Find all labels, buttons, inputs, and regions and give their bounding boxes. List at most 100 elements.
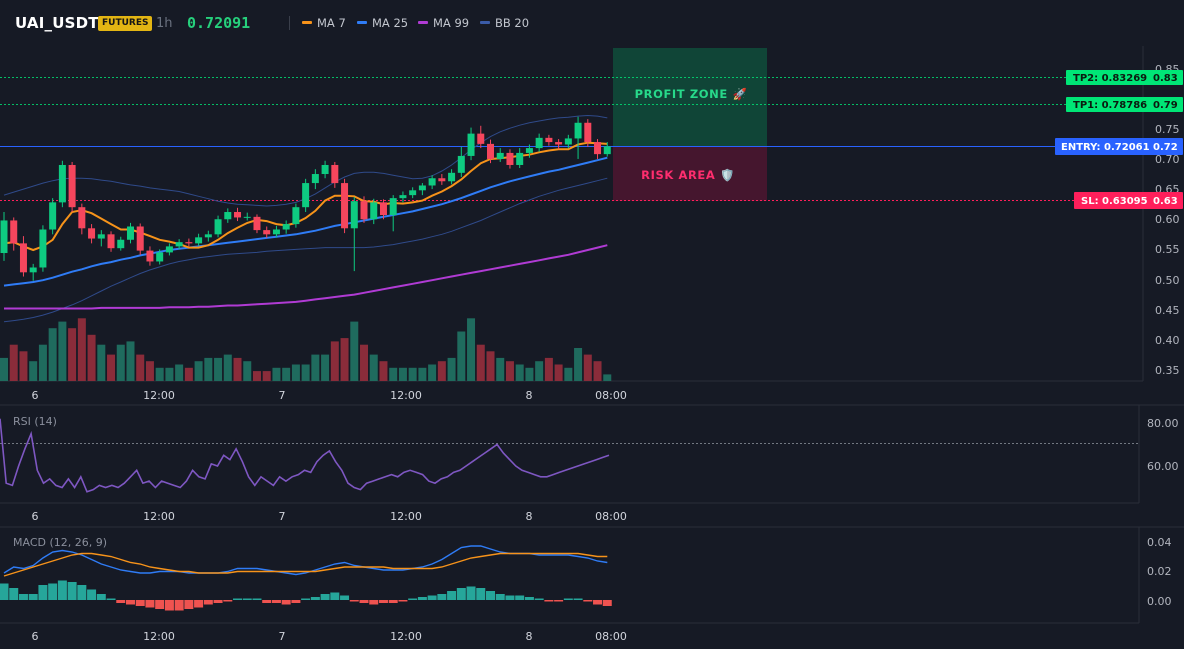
candle-body[interactable] [399,195,407,199]
candle-body[interactable] [467,133,475,156]
symbol-title[interactable]: UAI_USDT [15,14,99,32]
candle-body[interactable] [525,148,533,153]
last-price: 0.72091 [187,14,251,32]
sl-axis-label[interactable] [1074,192,1183,209]
macd-histogram-bar [223,600,233,602]
candle-body[interactable] [379,202,387,216]
candle-body[interactable] [302,183,310,208]
legend-ma25[interactable]: MA 25 [357,16,408,30]
entry-axis-label[interactable] [1055,138,1183,155]
candle-body[interactable] [409,190,417,196]
candle-body[interactable] [234,212,242,218]
candle-body[interactable] [29,267,37,273]
candle-body[interactable] [39,229,47,268]
candle-body[interactable] [477,133,485,144]
candle-body[interactable] [117,239,125,249]
candle-body[interactable] [321,164,329,175]
candle-body[interactable] [535,137,543,149]
candle-body[interactable] [564,138,572,145]
candle-body[interactable] [292,207,300,225]
candle-body[interactable] [418,185,426,191]
candlesticks[interactable] [0,116,611,281]
candle-body[interactable] [311,174,319,184]
candle-body[interactable] [457,155,465,173]
volume-bar [204,357,213,381]
candle-body[interactable] [156,252,164,262]
volume-bar [136,354,145,381]
candle-body[interactable] [360,201,368,220]
macd-histogram-bar [456,588,466,600]
macd-histogram-bar [155,600,165,609]
macd-histogram-bar [544,600,554,602]
volume-bar [9,344,18,381]
tp2-axis-label[interactable] [1066,70,1183,85]
candle-body[interactable] [253,216,261,231]
candle-body[interactable] [448,172,456,182]
candle-body[interactable] [584,122,592,143]
candle-body[interactable] [78,207,86,229]
candle-body[interactable] [175,242,183,247]
volume-bar [379,361,388,381]
candle-body[interactable] [195,237,203,244]
candle-body[interactable] [331,164,339,184]
risk-zone[interactable] [613,146,767,201]
candle-body[interactable] [97,234,105,239]
candle-body[interactable] [370,202,378,220]
candle-body[interactable] [10,220,18,244]
candle-body[interactable] [389,198,397,216]
candle-body[interactable] [603,146,611,155]
candle-body[interactable] [185,242,193,244]
legend-ma99[interactable]: MA 99 [418,16,469,30]
candle-body[interactable] [224,212,232,220]
profit-zone[interactable] [613,48,767,146]
candle-body[interactable] [516,152,524,165]
candle-body[interactable] [282,224,290,230]
macd-title[interactable]: MACD (12, 26, 9) [13,536,107,549]
candle-body[interactable] [165,246,173,253]
candle-body[interactable] [272,229,280,235]
price-tick: 0.35 [1155,364,1180,377]
candle-body[interactable] [146,250,154,262]
rsi-title[interactable]: RSI (14) [13,415,57,428]
candle-body[interactable] [594,142,602,155]
legend-ma7[interactable]: MA 7 [302,16,346,30]
legend-bb20[interactable]: BB 20 [480,16,529,30]
volume-bar [29,361,38,381]
macd-histogram-bar [125,600,135,605]
candle-body[interactable] [341,183,349,229]
candle-body[interactable] [555,142,563,145]
candle-body[interactable] [204,234,212,238]
timeframe-label[interactable]: 1h [156,16,173,31]
bb-lower-line [3,177,608,323]
volume-bar [418,367,427,381]
candle-body[interactable] [574,122,582,139]
volume-bar [535,361,544,381]
candle-body[interactable] [438,178,446,182]
candle-body[interactable] [263,230,271,235]
macd-histogram-bar [388,600,398,603]
candle-body[interactable] [136,226,144,251]
candle-body[interactable] [214,219,222,235]
rsi-tick: 60.00 [1147,460,1179,473]
candle-body[interactable] [496,152,504,159]
candle-body[interactable] [428,178,436,186]
candle-body[interactable] [545,137,553,143]
time-tick: 12:00 [390,510,422,523]
candle-body[interactable] [350,201,358,229]
candle-body[interactable] [243,216,251,218]
candle-body[interactable] [0,220,8,254]
candle-body[interactable] [58,164,66,203]
macd-histogram-bar [174,600,184,611]
candle-body[interactable] [126,226,134,240]
candle-body[interactable] [49,202,57,230]
tp1-axis-label[interactable] [1066,97,1183,112]
candle-body[interactable] [88,228,96,239]
candle-body[interactable] [487,143,494,159]
candle-body[interactable] [107,234,115,249]
candle-body[interactable] [68,164,76,208]
candle-body[interactable] [506,152,514,165]
macd-histogram-bar [408,598,418,600]
candle-body[interactable] [19,243,27,273]
legend-bb20-label: BB 20 [495,16,530,30]
